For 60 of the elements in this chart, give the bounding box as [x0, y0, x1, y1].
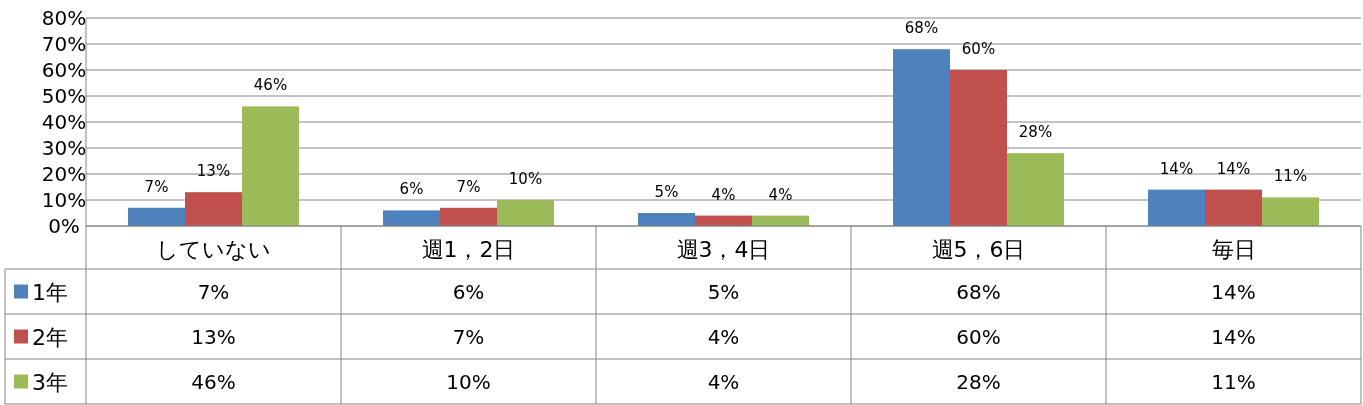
data-label: 4%	[707, 324, 740, 349]
text: 28%	[1018, 123, 1053, 142]
bar	[440, 207, 497, 226]
bar	[497, 200, 554, 226]
x-tick-label: 週1，2日	[421, 237, 516, 262]
text: 4%	[768, 185, 793, 204]
data-label: 13%	[191, 324, 236, 349]
y-tick-label: 40%	[41, 110, 87, 134]
y-tick-label: 50%	[41, 84, 87, 108]
y-tick-label: 80%	[41, 6, 87, 30]
text: 14%	[1216, 159, 1251, 178]
data-label: 14%	[1211, 279, 1256, 304]
data-label: 68%	[956, 279, 1001, 304]
text: 4%	[711, 185, 736, 204]
legend-label: 3年	[32, 369, 68, 395]
data-label: 28%	[956, 369, 1001, 394]
text: 5%	[654, 183, 679, 201]
bar	[242, 106, 299, 226]
x-tick-label: 毎日	[1211, 237, 1256, 262]
y-tick-label: 10%	[41, 188, 87, 212]
y-tick-label: 60%	[41, 58, 87, 82]
y-tick-label: 0%	[48, 214, 80, 238]
text: 14%	[1159, 159, 1194, 178]
text: 7%	[456, 177, 481, 196]
data-label: 60%	[956, 324, 1001, 349]
text: 46%	[253, 76, 288, 95]
data-label: 46%	[191, 369, 236, 394]
bar	[1262, 197, 1319, 226]
data-label: 10%	[446, 369, 491, 394]
data-label: 7%	[197, 279, 230, 304]
text: 60%	[961, 40, 996, 58]
x-tick-label: 週5，6日	[931, 237, 1026, 262]
text: 68%	[904, 19, 939, 38]
bar	[185, 192, 242, 226]
bar	[950, 70, 1007, 226]
text: 11%	[1273, 167, 1308, 186]
x-tick-label: 週3，4日	[676, 237, 771, 262]
bar	[1205, 189, 1262, 226]
data-label: 5%	[707, 279, 740, 304]
bar	[638, 213, 695, 226]
bar	[383, 210, 440, 226]
bar	[128, 207, 185, 226]
data-label: 4%	[707, 369, 740, 394]
bar	[893, 49, 950, 226]
y-tick-label: 20%	[41, 162, 87, 186]
data-label: 14%	[1211, 324, 1256, 349]
data-label: 6%	[452, 279, 485, 304]
text: 13%	[196, 162, 231, 181]
x-tick-label: していない	[156, 237, 271, 262]
legend-label: 1年	[32, 279, 68, 305]
text: 6%	[399, 180, 424, 199]
data-label: 7%	[452, 324, 485, 349]
y-tick-label: 30%	[41, 136, 87, 160]
text: 10%	[508, 170, 543, 188]
bar	[1148, 189, 1205, 226]
legend-label: 2年	[32, 324, 68, 350]
y-tick-label: 70%	[41, 32, 87, 56]
text: 7%	[144, 177, 169, 196]
data-label: 11%	[1211, 369, 1256, 394]
bar	[1007, 153, 1064, 226]
